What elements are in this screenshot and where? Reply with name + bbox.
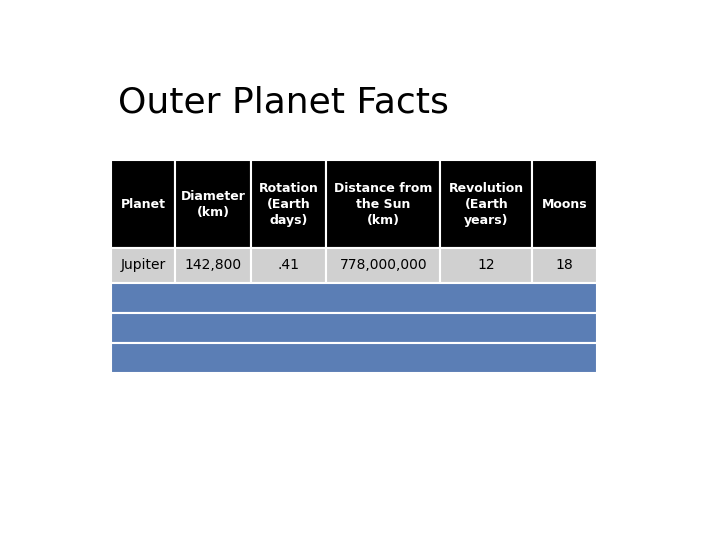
Bar xyxy=(111,343,597,373)
Bar xyxy=(251,160,326,248)
Bar xyxy=(111,283,597,313)
Text: Rotation
(Earth
days): Rotation (Earth days) xyxy=(258,181,318,227)
Bar xyxy=(111,248,176,283)
Text: 18: 18 xyxy=(556,259,573,272)
Text: 12: 12 xyxy=(477,259,495,272)
Bar xyxy=(111,160,176,248)
Bar xyxy=(533,160,597,248)
Text: Diameter
(km): Diameter (km) xyxy=(181,190,246,219)
Text: 778,000,000: 778,000,000 xyxy=(339,259,427,272)
Text: Outer Planet Facts: Outer Planet Facts xyxy=(118,85,449,119)
Bar xyxy=(251,248,326,283)
Text: 142,800: 142,800 xyxy=(184,259,242,272)
Text: Revolution
(Earth
years): Revolution (Earth years) xyxy=(449,181,524,227)
Text: Planet: Planet xyxy=(121,198,166,211)
Bar xyxy=(533,248,597,283)
Bar xyxy=(441,248,533,283)
Bar xyxy=(176,160,251,248)
Bar xyxy=(111,313,597,343)
Bar xyxy=(326,248,441,283)
Text: Moons: Moons xyxy=(541,198,588,211)
Text: .41: .41 xyxy=(277,259,300,272)
Bar xyxy=(326,160,441,248)
Bar xyxy=(441,160,533,248)
Text: Jupiter: Jupiter xyxy=(121,259,166,272)
Text: Distance from
the Sun
(km): Distance from the Sun (km) xyxy=(334,181,433,227)
Bar xyxy=(176,248,251,283)
